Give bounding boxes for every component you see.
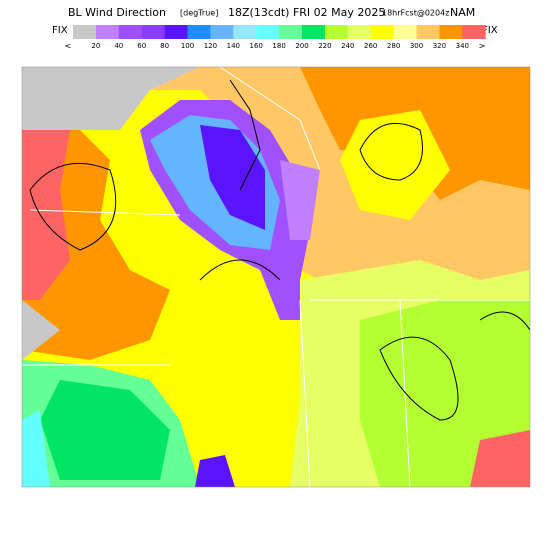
units: [degTrue] <box>180 9 218 18</box>
state-borders <box>22 67 530 487</box>
field <box>22 300 60 360</box>
field <box>22 67 200 130</box>
legend-low: < <box>65 42 72 51</box>
color-swatch <box>73 25 97 39</box>
colorbar-label: 60 <box>137 42 146 50</box>
field <box>40 380 170 480</box>
field <box>470 430 530 487</box>
color-swatch <box>439 25 463 39</box>
colorbar-label: 100 <box>181 42 194 50</box>
color-swatch <box>302 25 326 39</box>
colorbar-label: 300 <box>410 42 423 50</box>
colorbar-label: 140 <box>227 42 240 50</box>
color-swatch <box>210 25 234 39</box>
field <box>280 160 320 240</box>
color-swatch <box>462 25 486 39</box>
field <box>195 455 235 487</box>
legend-high: > <box>479 42 486 51</box>
title: BL Wind Direction <box>68 6 166 19</box>
color-swatch <box>324 25 349 39</box>
colorbar: 20 40 60 80 100 120 140 160 180 200 220 240 260 280 30… <box>73 25 486 50</box>
colorbar-label: 220 <box>318 42 331 50</box>
color-swatch <box>256 25 280 39</box>
color-swatch <box>141 25 166 39</box>
colorbar-label: 200 <box>295 42 308 50</box>
colorbar-label: 160 <box>250 42 263 50</box>
colorbar-label: 240 <box>341 42 354 50</box>
color-swatch <box>233 25 257 39</box>
legend-right: FIX <box>482 25 498 36</box>
color-swatch <box>347 25 372 39</box>
field <box>22 410 50 487</box>
colorbar-label: 120 <box>204 42 217 50</box>
color-swatch <box>393 25 417 39</box>
map-frame <box>21 66 531 488</box>
map <box>21 66 531 488</box>
colorbar-label: 20 <box>91 42 100 50</box>
color-swatch <box>416 25 440 39</box>
colorbar-label: 340 <box>456 42 469 50</box>
field <box>200 125 265 230</box>
colorbar-label: 280 <box>387 42 400 50</box>
legend-left: FIX <box>52 25 68 36</box>
colorbar-label: 40 <box>114 42 123 50</box>
valid-time: 18Z(13cdt) FRI 02 May 2025 <box>228 6 385 19</box>
color-swatch <box>279 25 303 39</box>
colorbar-label: 260 <box>364 42 377 50</box>
color-swatch <box>118 25 143 39</box>
color-swatch <box>370 25 395 39</box>
colorbar-label: 80 <box>160 42 169 50</box>
forecast: 18hrFcst@0204z <box>382 9 449 18</box>
field <box>22 130 70 300</box>
colorbar-label: 320 <box>433 42 446 50</box>
contours <box>29 79 530 421</box>
color-swatch <box>164 25 188 39</box>
color-swatch <box>95 25 120 39</box>
model: NAM <box>450 6 475 19</box>
colorbar-label: 180 <box>272 42 285 50</box>
color-swatch <box>187 25 211 39</box>
